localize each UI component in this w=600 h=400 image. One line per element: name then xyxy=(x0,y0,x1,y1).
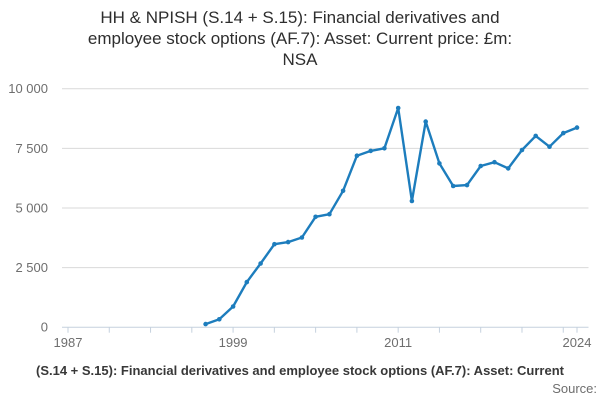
data-point-marker[interactable] xyxy=(533,133,538,139)
data-point-marker[interactable] xyxy=(437,161,442,166)
y-axis-tick-label: 7 500 xyxy=(15,141,48,156)
data-point-marker[interactable] xyxy=(230,304,236,309)
data-point-marker[interactable] xyxy=(574,125,580,130)
x-axis-tick-label: 1987 xyxy=(54,335,83,350)
y-axis-tick-label: 2 500 xyxy=(15,260,48,275)
data-point-marker[interactable] xyxy=(519,147,525,153)
data-point-marker[interactable] xyxy=(478,163,484,169)
data-point-marker[interactable] xyxy=(299,235,305,240)
data-point-marker[interactable] xyxy=(327,211,332,217)
y-axis-tick-label: 0 xyxy=(41,320,48,335)
data-point-marker[interactable] xyxy=(547,144,552,149)
data-point-marker[interactable] xyxy=(272,241,277,247)
chart-title-line-3: NSA xyxy=(282,50,318,69)
data-point-marker[interactable] xyxy=(382,146,387,151)
series-line xyxy=(204,106,579,326)
y-axis-tick-label: 5 000 xyxy=(15,200,48,215)
data-point-marker[interactable] xyxy=(409,198,415,204)
x-axis-tick-label: 1999 xyxy=(219,335,248,350)
x-axis-tick-label: 2011 xyxy=(384,335,412,350)
chart-title-line-1: HH & NPISH (S.14 + S.15): Financial deri… xyxy=(100,8,500,27)
data-point-marker[interactable] xyxy=(423,119,429,124)
data-point-marker[interactable] xyxy=(368,148,374,154)
data-point-marker[interactable] xyxy=(244,279,250,285)
data-point-marker[interactable] xyxy=(313,214,318,220)
data-point-marker[interactable] xyxy=(217,317,222,322)
y-axis-tick-label: 10 000 xyxy=(8,81,48,96)
data-point-marker[interactable] xyxy=(464,182,470,188)
data-point-marker[interactable] xyxy=(395,105,401,111)
data-point-marker[interactable] xyxy=(505,166,511,171)
data-point-marker[interactable] xyxy=(340,188,346,194)
data-point-marker[interactable] xyxy=(258,261,263,266)
data-point-marker[interactable] xyxy=(285,239,291,245)
data-point-marker[interactable] xyxy=(203,321,208,327)
data-point-marker[interactable] xyxy=(492,159,497,165)
footer-series-label: (S.14 + S.15): Financial derivatives and… xyxy=(36,363,564,378)
data-point-marker[interactable] xyxy=(450,183,456,189)
data-point-marker[interactable] xyxy=(354,153,360,158)
data-point-marker[interactable] xyxy=(561,130,566,136)
x-axis-tick-label: 2024 xyxy=(563,335,592,350)
footer-source-label: Source: xyxy=(552,381,597,396)
chart-title-line-2: employee stock options (AF.7): Asset: Cu… xyxy=(87,29,513,48)
chart-title: HH & NPISH (S.14 + S.15): Financial deri… xyxy=(0,7,600,70)
